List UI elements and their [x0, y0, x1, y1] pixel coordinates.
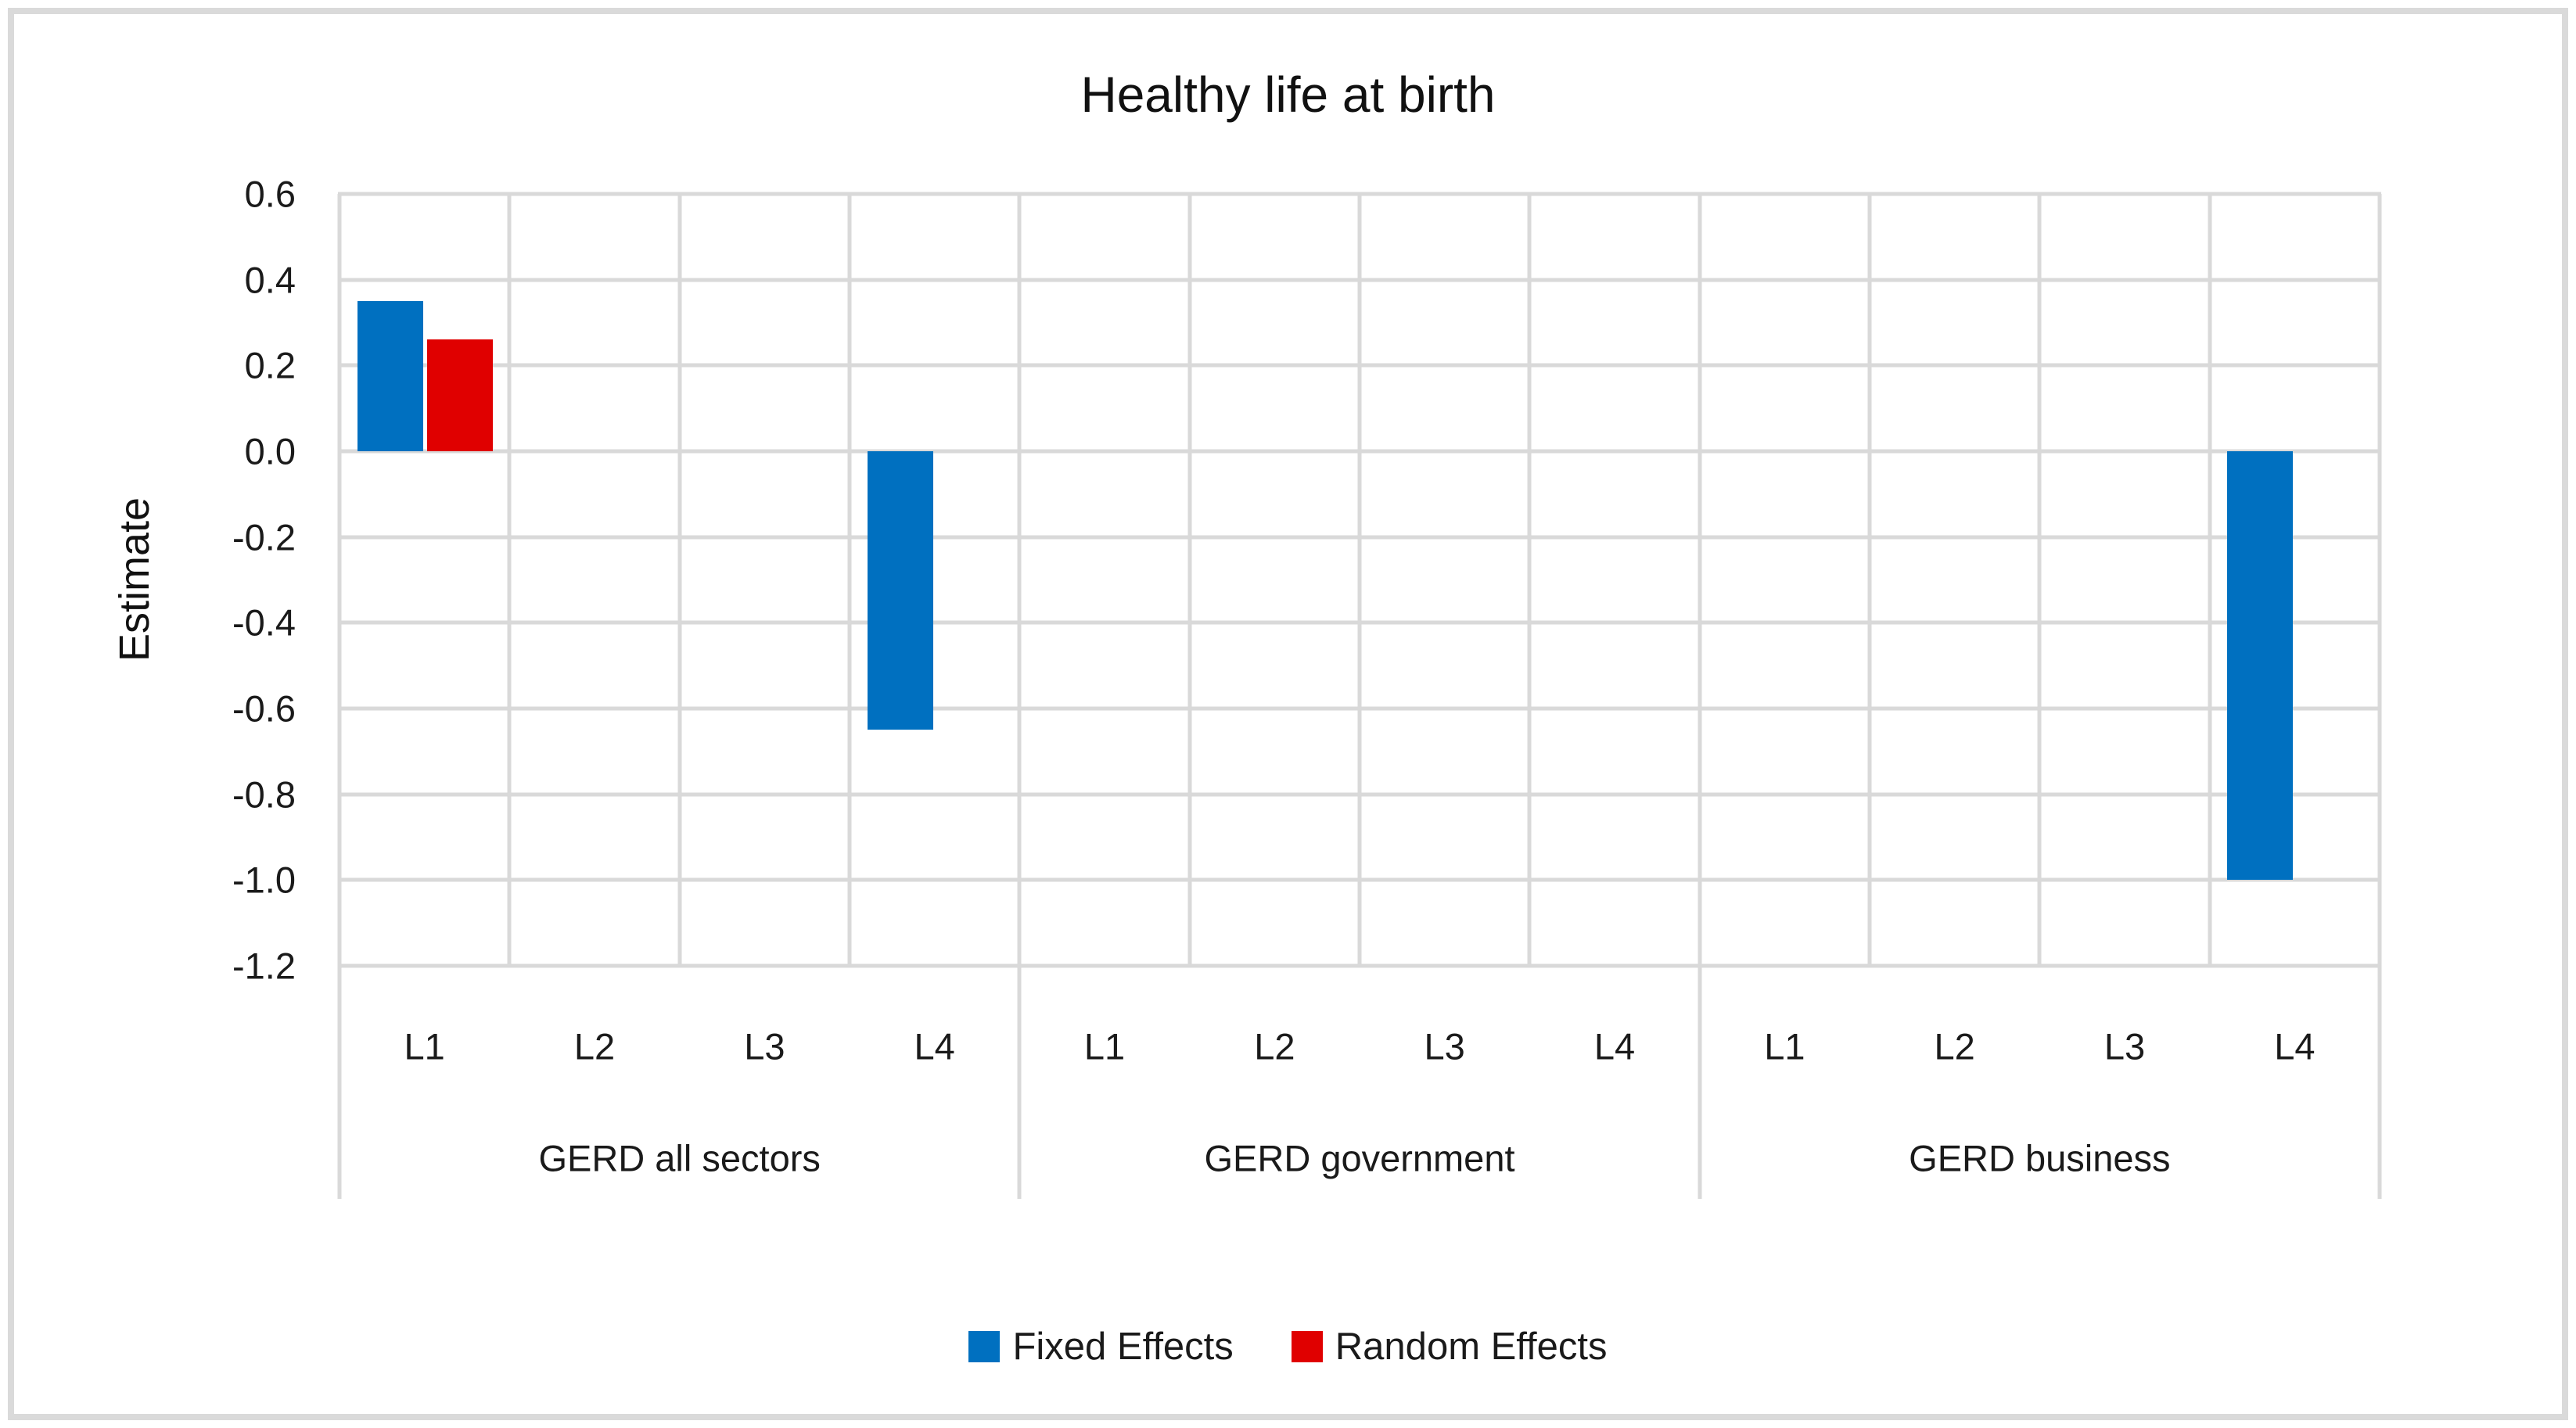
- category-label-gerd-business-l4: L4: [2274, 1025, 2316, 1067]
- v-gridline: [1867, 194, 1872, 966]
- y-tick-label: 0.6: [244, 173, 296, 215]
- y-tick-label: -1.0: [232, 859, 296, 901]
- chart-outer-border: [8, 8, 2568, 1420]
- category-label-gerd-all-sectors-l1: L1: [404, 1025, 445, 1067]
- y-tick-label: 0.2: [244, 344, 296, 386]
- v-gridline: [1357, 194, 1362, 966]
- v-gridline: [677, 194, 682, 966]
- y-tick-label: -0.6: [232, 687, 296, 730]
- v-gridline: [2037, 194, 2042, 966]
- y-tick-label: 0.4: [244, 259, 296, 301]
- legend-label: Random Effects: [1335, 1326, 1608, 1368]
- v-gridline: [1527, 194, 1532, 966]
- category-label-gerd-government-l4: L4: [1593, 1025, 1636, 1067]
- category-label-gerd-all-sectors-l2: L2: [573, 1025, 616, 1067]
- fixed-effects-bar-gerd-business-l4: [2227, 451, 2294, 881]
- y-tick-label: -0.2: [232, 516, 296, 558]
- category-label-gerd-all-sectors-l4: L4: [914, 1025, 955, 1067]
- legend-label: Fixed Effects: [1012, 1326, 1234, 1368]
- v-gridline: [2377, 194, 2382, 966]
- category-label-gerd-government-l1: L1: [1083, 1025, 1126, 1067]
- h-gridline: [338, 963, 2381, 968]
- category-label-gerd-business-l3: L3: [2104, 1025, 2146, 1067]
- category-axis-divider: [337, 966, 342, 1199]
- chart-title: Healthy life at birth: [1080, 66, 1496, 123]
- legend-item-fixed-effects: Fixed Effects: [968, 1325, 1234, 1369]
- category-label-gerd-government-l3: L3: [1424, 1025, 1465, 1067]
- group-label-gerd-business: GERD business: [1909, 1137, 2171, 1179]
- category-axis-divider: [1017, 966, 1022, 1199]
- category-label-gerd-business-l1: L1: [1764, 1025, 1805, 1067]
- category-axis-divider: [2377, 966, 2382, 1199]
- v-gridline: [847, 194, 852, 966]
- legend-item-random-effects: Random Effects: [1291, 1325, 1608, 1369]
- v-gridline: [1187, 194, 1192, 966]
- category-label-gerd-business-l2: L2: [1934, 1025, 1975, 1067]
- legend-swatch-random-effects: [1291, 1331, 1323, 1362]
- group-label-gerd-all-sectors: GERD all sectors: [538, 1137, 821, 1179]
- group-label-gerd-government: GERD government: [1204, 1137, 1515, 1179]
- y-tick-label: -0.4: [232, 601, 296, 644]
- category-axis-divider: [1698, 966, 1702, 1199]
- y-tick-label: -1.2: [232, 945, 296, 987]
- fixed-effects-bar-gerd-all-sectors-l1: [357, 301, 423, 451]
- category-label-gerd-all-sectors-l3: L3: [744, 1025, 785, 1067]
- legend-swatch-fixed-effects: [968, 1331, 1001, 1362]
- v-gridline: [1017, 194, 1022, 966]
- random-effects-bar-gerd-all-sectors-l1: [426, 339, 493, 451]
- y-tick-label: -0.8: [232, 773, 296, 816]
- v-gridline: [507, 194, 512, 966]
- legend: Fixed Effects Random Effects: [0, 1325, 2576, 1369]
- category-label-gerd-government-l2: L2: [1254, 1025, 1295, 1067]
- v-gridline: [337, 194, 342, 966]
- v-gridline: [1698, 194, 1702, 966]
- fixed-effects-bar-gerd-all-sectors-l4: [867, 451, 933, 730]
- v-gridline: [2208, 194, 2212, 966]
- y-tick-label: 0.0: [244, 430, 296, 472]
